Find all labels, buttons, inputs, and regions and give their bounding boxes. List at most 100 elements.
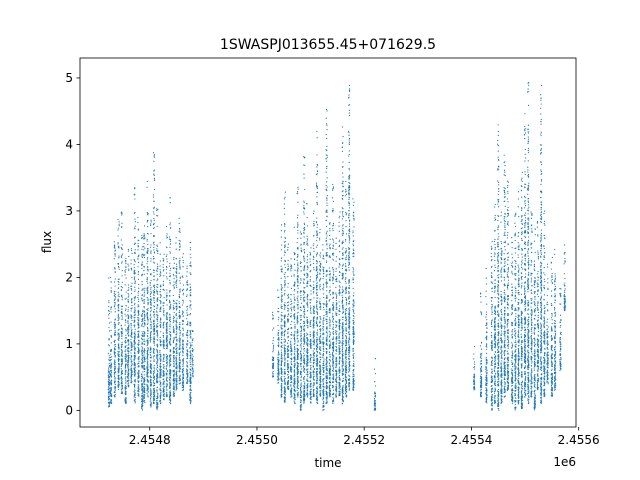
data-point xyxy=(134,194,136,196)
data-point xyxy=(153,188,156,191)
data-point xyxy=(283,400,286,402)
data-point xyxy=(113,375,115,378)
data-point xyxy=(153,208,155,210)
data-point xyxy=(153,251,156,253)
data-point xyxy=(162,332,164,334)
data-point xyxy=(153,235,155,237)
data-point xyxy=(108,364,111,367)
data-point xyxy=(186,271,188,273)
data-point xyxy=(156,289,158,291)
data-point xyxy=(169,202,171,204)
data-point xyxy=(192,372,194,375)
data-point xyxy=(153,286,156,289)
data-point xyxy=(108,375,111,378)
data-point xyxy=(283,391,286,393)
data-point xyxy=(114,360,116,362)
data-point xyxy=(296,323,298,325)
data-point xyxy=(117,242,119,244)
data-point xyxy=(281,295,283,298)
data-point xyxy=(138,371,140,373)
data-point xyxy=(160,391,162,393)
data-point xyxy=(293,321,295,323)
data-point xyxy=(114,324,116,326)
data-point xyxy=(178,367,180,369)
data-point xyxy=(166,377,168,379)
data-point xyxy=(280,365,282,367)
data-point xyxy=(134,297,136,299)
data-point xyxy=(182,294,184,296)
data-point xyxy=(108,317,110,319)
data-point xyxy=(141,393,143,395)
data-point xyxy=(159,308,161,310)
data-point xyxy=(117,306,120,308)
data-point xyxy=(110,281,112,283)
data-point xyxy=(294,330,296,332)
data-point xyxy=(117,384,119,386)
data-point xyxy=(118,364,120,366)
data-point xyxy=(137,242,139,245)
data-point xyxy=(134,286,136,288)
data-point xyxy=(134,302,136,305)
data-point xyxy=(147,266,149,268)
data-point xyxy=(127,284,130,286)
data-point xyxy=(169,354,171,356)
data-point xyxy=(169,402,171,404)
data-point xyxy=(130,344,132,346)
data-point xyxy=(143,233,145,235)
data-point xyxy=(278,369,280,371)
data-point xyxy=(296,393,298,395)
data-point xyxy=(163,339,165,341)
data-point xyxy=(300,359,302,361)
data-point xyxy=(156,286,158,288)
data-point xyxy=(159,294,162,296)
data-point xyxy=(146,340,148,342)
data-point xyxy=(162,283,164,285)
data-point xyxy=(138,254,140,256)
data-point xyxy=(293,275,295,277)
data-point xyxy=(141,237,143,240)
data-point xyxy=(303,355,305,357)
data-point xyxy=(284,329,286,331)
data-point xyxy=(113,302,116,304)
data-point xyxy=(134,220,136,223)
data-point xyxy=(290,340,292,342)
data-point xyxy=(156,373,158,376)
data-point xyxy=(110,321,112,323)
data-point xyxy=(156,300,158,303)
data-point xyxy=(141,376,143,378)
data-point xyxy=(165,338,168,340)
data-point xyxy=(138,326,140,328)
data-point xyxy=(162,334,164,337)
data-point xyxy=(150,360,152,362)
data-point xyxy=(142,319,144,321)
data-point xyxy=(284,279,286,282)
data-point xyxy=(287,307,289,309)
data-point xyxy=(299,350,302,353)
data-point xyxy=(137,390,139,392)
data-point xyxy=(118,221,120,223)
data-point xyxy=(190,257,192,259)
data-point xyxy=(149,380,151,382)
data-point xyxy=(153,222,155,224)
data-point xyxy=(124,398,126,400)
data-point xyxy=(291,334,293,336)
data-point xyxy=(280,345,282,347)
data-point xyxy=(272,340,274,342)
data-point xyxy=(124,394,127,396)
data-point xyxy=(141,337,143,339)
data-point xyxy=(153,399,155,401)
data-point xyxy=(166,345,168,347)
data-point xyxy=(141,385,143,387)
data-point xyxy=(146,277,148,279)
data-point xyxy=(153,328,155,330)
data-point xyxy=(134,249,136,251)
data-point xyxy=(179,322,181,324)
data-point xyxy=(137,327,139,329)
data-point xyxy=(157,371,159,373)
data-point xyxy=(114,271,116,273)
data-point xyxy=(300,346,302,348)
data-point xyxy=(290,315,292,317)
data-point xyxy=(277,363,280,366)
data-point xyxy=(114,384,116,386)
data-point xyxy=(169,369,172,371)
